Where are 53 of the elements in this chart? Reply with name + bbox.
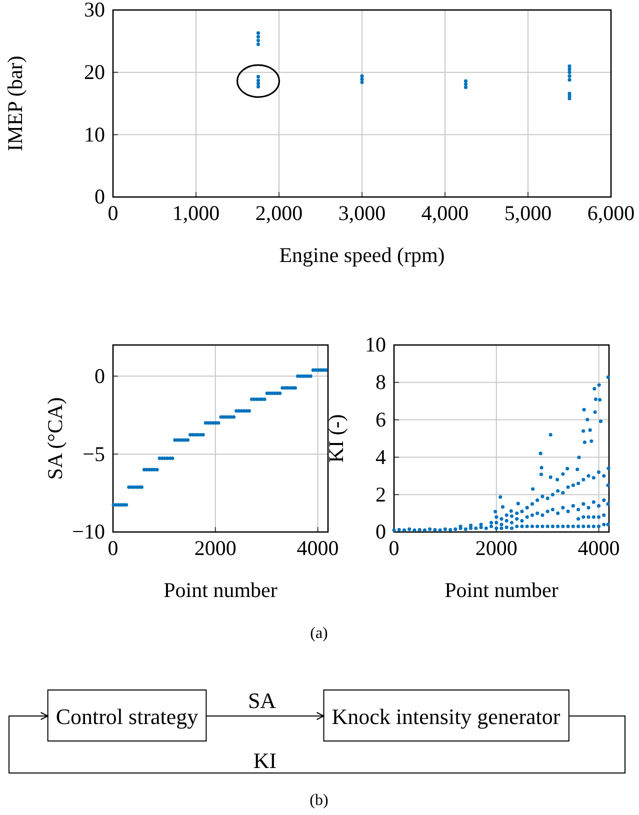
x-tick-label: 4000 bbox=[296, 536, 339, 560]
y-axis-title: SA (°CA) bbox=[43, 397, 67, 480]
point bbox=[360, 80, 364, 84]
x-tick-label: 1,000 bbox=[172, 200, 220, 225]
text: (b) bbox=[310, 792, 328, 809]
point bbox=[256, 42, 260, 46]
point bbox=[568, 78, 572, 82]
x-tick-label: 3,000 bbox=[338, 200, 386, 225]
point bbox=[256, 74, 260, 78]
y-axis-title: IMEP (bar) bbox=[3, 56, 27, 152]
y-tick-label: 0 bbox=[94, 364, 105, 388]
point bbox=[568, 74, 572, 78]
x-tick-label: 4000 bbox=[578, 536, 620, 560]
y-tick-label: 10 bbox=[365, 332, 386, 357]
x-axis-title: Point number bbox=[444, 578, 558, 602]
x-tick-label: 2000 bbox=[475, 536, 518, 560]
point bbox=[256, 31, 260, 35]
point bbox=[568, 67, 572, 71]
point bbox=[256, 35, 260, 39]
y-tick-label: 20 bbox=[84, 60, 105, 84]
point bbox=[360, 77, 364, 81]
point bbox=[256, 84, 260, 88]
point bbox=[568, 70, 572, 74]
point bbox=[464, 79, 468, 83]
x-axis-title: Engine speed (rpm) bbox=[279, 243, 445, 267]
text: Knock intensity generator bbox=[332, 704, 561, 729]
text: KI bbox=[253, 748, 277, 773]
point bbox=[360, 74, 364, 78]
y-axis-title: KI (-) bbox=[324, 414, 348, 463]
point bbox=[256, 38, 260, 42]
point bbox=[464, 86, 468, 90]
x-tick-label: 6,000 bbox=[587, 200, 635, 225]
text: Control strategy bbox=[56, 704, 198, 729]
text: (a) bbox=[310, 625, 328, 642]
y-tick-label: 8 bbox=[376, 370, 386, 394]
y-tick-label: 2 bbox=[376, 482, 386, 506]
x-tick-label: 5,000 bbox=[504, 200, 552, 225]
y-tick-label: 4 bbox=[376, 444, 386, 469]
y-tick-label: 0 bbox=[376, 520, 386, 544]
y-tick-label: −10 bbox=[72, 520, 105, 544]
x-tick-label: 2000 bbox=[194, 536, 236, 560]
y-tick-label: 6 bbox=[376, 408, 386, 432]
x-tick-label: 2,000 bbox=[255, 200, 303, 225]
point bbox=[568, 92, 572, 96]
y-tick-label: −5 bbox=[82, 442, 105, 466]
text: SA bbox=[248, 688, 276, 713]
point bbox=[568, 64, 572, 68]
x-axis-title: Point number bbox=[164, 578, 278, 602]
y-tick-label: 0 bbox=[94, 184, 105, 209]
x-tick-label: 4,000 bbox=[421, 200, 469, 225]
point bbox=[256, 78, 260, 82]
y-tick-label: 10 bbox=[84, 122, 105, 146]
y-tick-label: 30 bbox=[84, 0, 105, 22]
